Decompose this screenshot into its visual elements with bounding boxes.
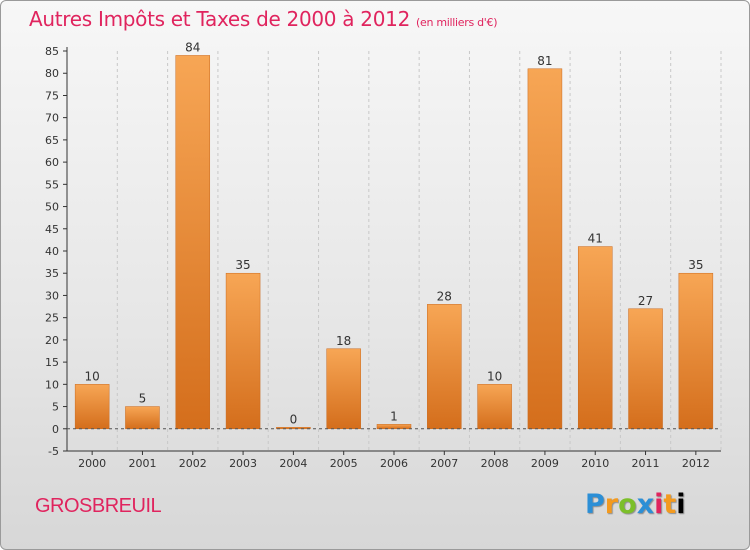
- y-tick-label: 35: [45, 267, 59, 280]
- x-tick-label: 2006: [380, 457, 408, 470]
- bar-2010: [577, 246, 613, 430]
- y-tick-label: 10: [45, 378, 59, 391]
- bar-2001: [125, 406, 160, 430]
- y-tick-label: 45: [45, 223, 59, 236]
- data-label: 1: [390, 409, 398, 423]
- bar-2008: [477, 384, 512, 430]
- y-tick-label: 0: [52, 423, 59, 436]
- y-tick-label: 70: [45, 112, 59, 125]
- data-label: 18: [336, 334, 351, 348]
- x-tick-label: 2007: [430, 457, 458, 470]
- x-tick-label: 2009: [531, 457, 559, 470]
- x-tick-label: 2012: [682, 457, 710, 470]
- bar-2007: [427, 304, 462, 430]
- y-tick-label: 25: [45, 312, 59, 325]
- data-label: 27: [638, 294, 653, 308]
- y-tick-label: 30: [45, 289, 59, 302]
- bar-2011: [628, 308, 663, 430]
- bar-2004: [276, 427, 311, 430]
- y-tick-label: 15: [45, 356, 59, 369]
- y-tick-label: 65: [45, 134, 59, 147]
- bar-2009: [527, 68, 563, 430]
- y-tick-label: 20: [45, 334, 59, 347]
- y-tick-label: 60: [45, 156, 59, 169]
- y-tick-label: 55: [45, 178, 59, 191]
- data-label: 81: [537, 54, 552, 68]
- y-tick-label: 5: [52, 401, 59, 414]
- y-tick-label: 40: [45, 245, 59, 258]
- y-tick-label: 85: [45, 45, 59, 58]
- bar-2006: [376, 424, 412, 430]
- x-tick-label: 2001: [128, 457, 156, 470]
- bar-2012: [678, 272, 714, 430]
- chart-unit: (en milliers d'€): [416, 16, 498, 29]
- proxiti-logo: Proxiti: [585, 489, 686, 520]
- x-tick-label: 2002: [179, 457, 207, 470]
- data-label: 10: [85, 369, 100, 383]
- data-label: 28: [437, 289, 452, 303]
- x-tick-label: 2005: [330, 457, 358, 470]
- data-label: 5: [139, 392, 147, 406]
- x-tick-label: 2011: [632, 457, 660, 470]
- data-label: 35: [688, 258, 703, 272]
- data-label: 41: [588, 232, 603, 246]
- y-tick-label: 80: [45, 67, 59, 80]
- x-tick-label: 2000: [78, 457, 106, 470]
- commune-name: GROSBREUIL: [35, 495, 162, 517]
- y-tick-label: 50: [45, 201, 59, 214]
- x-tick-label: 2003: [229, 457, 257, 470]
- data-label: 0: [290, 412, 298, 426]
- data-label: 10: [487, 369, 502, 383]
- bar-2005: [326, 348, 361, 430]
- bar-2000: [74, 384, 110, 430]
- x-tick-label: 2004: [279, 457, 307, 470]
- y-tick-label: -5: [48, 445, 59, 458]
- bar-2002: [175, 55, 211, 430]
- y-tick-label: 75: [45, 89, 59, 102]
- data-label: 84: [185, 40, 200, 54]
- bar-2003: [225, 272, 261, 430]
- x-tick-label: 2010: [581, 457, 609, 470]
- x-tick-label: 2008: [481, 457, 509, 470]
- data-label: 35: [235, 258, 250, 272]
- chart-title: Autres Impôts et Taxes de 2000 à 2012 (en…: [29, 7, 498, 31]
